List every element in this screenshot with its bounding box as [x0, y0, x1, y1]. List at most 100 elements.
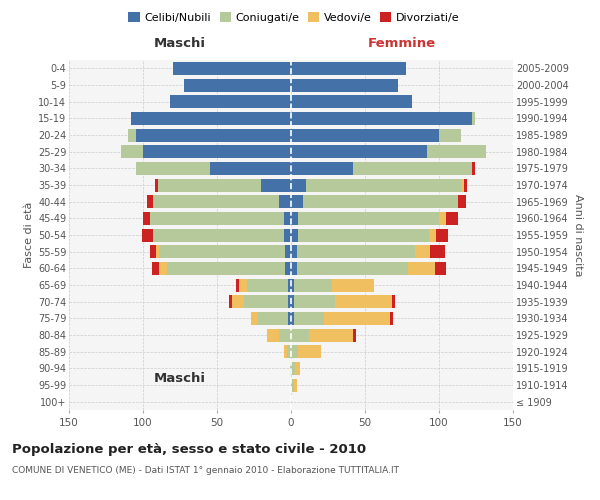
Bar — [284, 228, 291, 241]
Bar — [353, 328, 356, 342]
Bar — [247, 278, 288, 291]
Bar — [294, 295, 335, 308]
Bar — [239, 278, 247, 291]
Bar — [279, 328, 291, 342]
Bar — [303, 195, 458, 208]
Text: Popolazione per età, sesso e stato civile - 2010: Popolazione per età, sesso e stato civil… — [12, 442, 366, 456]
Bar — [291, 95, 412, 108]
Text: Maschi: Maschi — [154, 372, 206, 384]
Bar — [291, 295, 294, 308]
Bar — [446, 212, 458, 225]
Bar — [290, 362, 291, 375]
Bar — [136, 128, 291, 141]
Bar — [284, 345, 287, 358]
Bar — [159, 262, 167, 275]
Bar — [297, 262, 408, 275]
Bar — [287, 345, 291, 358]
Bar — [142, 228, 154, 241]
Bar — [157, 245, 159, 258]
Bar — [148, 195, 154, 208]
Bar — [291, 162, 353, 175]
Bar — [291, 62, 406, 75]
Bar — [288, 295, 291, 308]
Bar — [155, 178, 158, 192]
Bar — [131, 112, 291, 125]
Bar — [436, 228, 448, 241]
Y-axis label: Anni di nascita: Anni di nascita — [573, 194, 583, 276]
Bar — [154, 228, 284, 241]
Bar — [279, 195, 291, 208]
Bar — [251, 312, 259, 325]
Bar — [298, 212, 439, 225]
Bar — [291, 345, 298, 358]
Bar — [461, 178, 464, 192]
Bar — [298, 345, 320, 358]
Bar — [285, 262, 291, 275]
Bar — [291, 195, 303, 208]
Bar — [291, 112, 472, 125]
Bar — [154, 195, 279, 208]
Bar — [268, 328, 279, 342]
Bar — [259, 312, 288, 325]
Bar — [173, 62, 291, 75]
Bar — [353, 162, 472, 175]
Text: COMUNE DI VENETICO (ME) - Dati ISTAT 1° gennaio 2010 - Elaborazione TUTTITALIA.I: COMUNE DI VENETICO (ME) - Dati ISTAT 1° … — [12, 466, 399, 475]
Bar — [291, 328, 309, 342]
Bar — [309, 328, 353, 342]
Bar — [291, 145, 427, 158]
Bar — [209, 162, 291, 175]
Legend: Celibi/Nubili, Coniugati/e, Vedovi/e, Divorziati/e: Celibi/Nubili, Coniugati/e, Vedovi/e, Di… — [124, 8, 464, 28]
Bar — [428, 228, 436, 241]
Bar — [232, 295, 244, 308]
Bar — [306, 178, 461, 192]
Bar — [291, 378, 294, 392]
Bar — [170, 95, 291, 108]
Bar — [295, 362, 300, 375]
Bar — [390, 312, 393, 325]
Bar — [323, 312, 390, 325]
Bar — [143, 145, 291, 158]
Bar — [262, 178, 291, 192]
Bar — [159, 245, 285, 258]
Bar — [151, 245, 157, 258]
Bar — [472, 162, 475, 175]
Bar — [294, 378, 297, 392]
Bar — [294, 278, 332, 291]
Bar — [430, 245, 445, 258]
Bar — [392, 295, 395, 308]
Bar — [244, 295, 288, 308]
Bar — [294, 312, 323, 325]
Bar — [128, 128, 136, 141]
Bar — [291, 228, 298, 241]
Bar — [298, 228, 428, 241]
Bar — [291, 278, 294, 291]
Text: Maschi: Maschi — [154, 36, 206, 50]
Bar — [152, 262, 159, 275]
Bar — [285, 245, 291, 258]
Bar — [472, 112, 475, 125]
Bar — [415, 245, 430, 258]
Bar — [167, 262, 285, 275]
Text: Femmine: Femmine — [368, 36, 436, 50]
Bar — [291, 362, 295, 375]
Bar — [284, 212, 291, 225]
Bar — [236, 278, 239, 291]
Bar — [332, 278, 374, 291]
Bar — [288, 278, 291, 291]
Bar — [121, 145, 143, 158]
Bar — [458, 195, 466, 208]
Bar — [439, 128, 461, 141]
Y-axis label: Fasce di età: Fasce di età — [23, 202, 34, 268]
Bar — [291, 245, 297, 258]
Bar — [291, 128, 439, 141]
Bar — [427, 145, 487, 158]
Bar — [288, 312, 291, 325]
Bar — [151, 212, 284, 225]
Bar — [143, 212, 151, 225]
Bar — [136, 162, 209, 175]
Bar — [184, 78, 291, 92]
Bar — [408, 262, 434, 275]
Bar — [439, 212, 446, 225]
Bar — [464, 178, 467, 192]
Bar — [434, 262, 446, 275]
